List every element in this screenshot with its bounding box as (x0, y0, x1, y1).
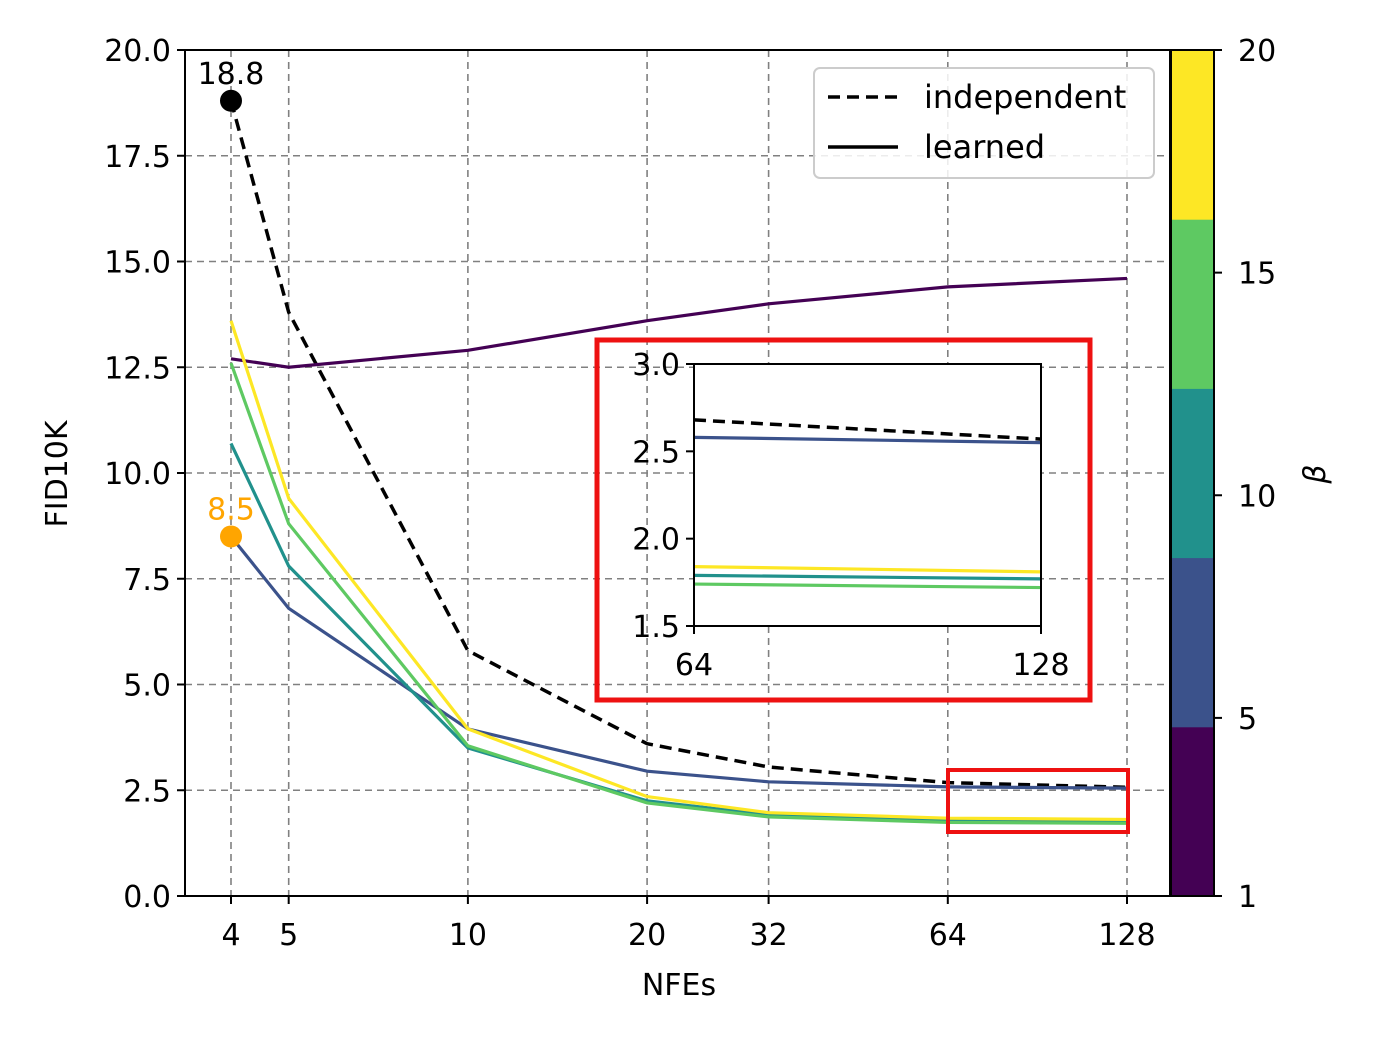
colorbar-segment (1171, 388, 1214, 559)
colorbar-tick-label: 20 (1238, 34, 1276, 69)
annotations: 18.8 8.5 (198, 57, 265, 548)
colorbar-tick-label: 5 (1238, 702, 1257, 737)
inset-series-line-learned-5 (693, 435, 1042, 445)
y-tick-label: 17.5 (104, 140, 171, 175)
colorbar-segment (1171, 50, 1214, 220)
x-tick-label: 32 (750, 918, 788, 953)
y-tick-label: 2.5 (123, 774, 171, 809)
inset-x-tick-label: 64 (675, 648, 713, 683)
inset-series-line-learned-15 (693, 582, 1042, 590)
inset-plot-frame (693, 363, 1042, 627)
inset-axes (693, 363, 1042, 627)
colorbar-segment (1171, 726, 1214, 897)
inset-series-line-independent (693, 418, 1042, 441)
legend-frame (813, 67, 1155, 179)
y-tick-label: 0.0 (123, 880, 171, 915)
inset-y-tick-label: 1.5 (632, 610, 680, 645)
legend-label-independent: independent (924, 78, 1126, 116)
x-tick-label: 64 (929, 918, 967, 953)
y-axis-label: FID10K (40, 419, 75, 527)
annotation-label-18-8: 18.8 (198, 57, 265, 92)
x-axis-label: NFEs (642, 968, 716, 1003)
inset-series-line-learned-10 (693, 573, 1042, 581)
series-line-learned-1 (230, 276, 1128, 369)
colorbar-frame (1170, 49, 1215, 897)
annotation-point-18-8 (220, 89, 242, 112)
colorbar-segment (1171, 557, 1214, 728)
x-tick-label: 4 (221, 918, 240, 953)
y-tick-label: 20.0 (104, 34, 171, 69)
x-tick-label: 128 (1098, 918, 1155, 953)
inset-highlight-frame (594, 337, 1093, 703)
colorbar-tick-label: 15 (1238, 257, 1276, 292)
y-tick-label: 10.0 (104, 457, 171, 492)
y-tick-label: 5.0 (123, 669, 171, 704)
annotation-point-8-5 (220, 525, 242, 548)
legend: independent learned (813, 67, 1155, 179)
y-tick-label: 7.5 (123, 563, 171, 598)
colorbar-label: β (1298, 464, 1333, 484)
y-tick-label: 12.5 (104, 351, 171, 386)
x-tick-label: 20 (628, 918, 666, 953)
y-tick-label: 15.0 (104, 246, 171, 281)
colorbar-tick-label: 10 (1238, 479, 1276, 514)
inset-y-tick-label: 2.5 (632, 435, 680, 470)
inset-y-tick-label: 3.0 (632, 348, 680, 383)
inset-series (693, 418, 1042, 590)
annotation-label-8-5: 8.5 (207, 492, 255, 527)
legend-label-learned: learned (924, 128, 1045, 166)
colorbar-tick-label: 1 (1238, 880, 1257, 915)
inset-series-line-learned-20 (693, 565, 1042, 574)
inset-plot-background (694, 364, 1041, 626)
zoom-region-box (946, 768, 1130, 834)
inset-y-tick-label: 2.0 (632, 523, 680, 558)
x-tick-label: 10 (449, 918, 487, 953)
colorbar-segment (1171, 219, 1214, 389)
x-tick-label: 5 (279, 918, 298, 953)
main-ticks: 4 5 10 20 32 64 128 0.0 2.5 5.0 7.5 10.0 12.5 15.0 17.… (104, 34, 1155, 953)
inset-ticks: 1.5 2.0 2.5 3.0 64 128 (632, 348, 1069, 683)
inset-x-tick-label: 128 (1012, 648, 1069, 683)
